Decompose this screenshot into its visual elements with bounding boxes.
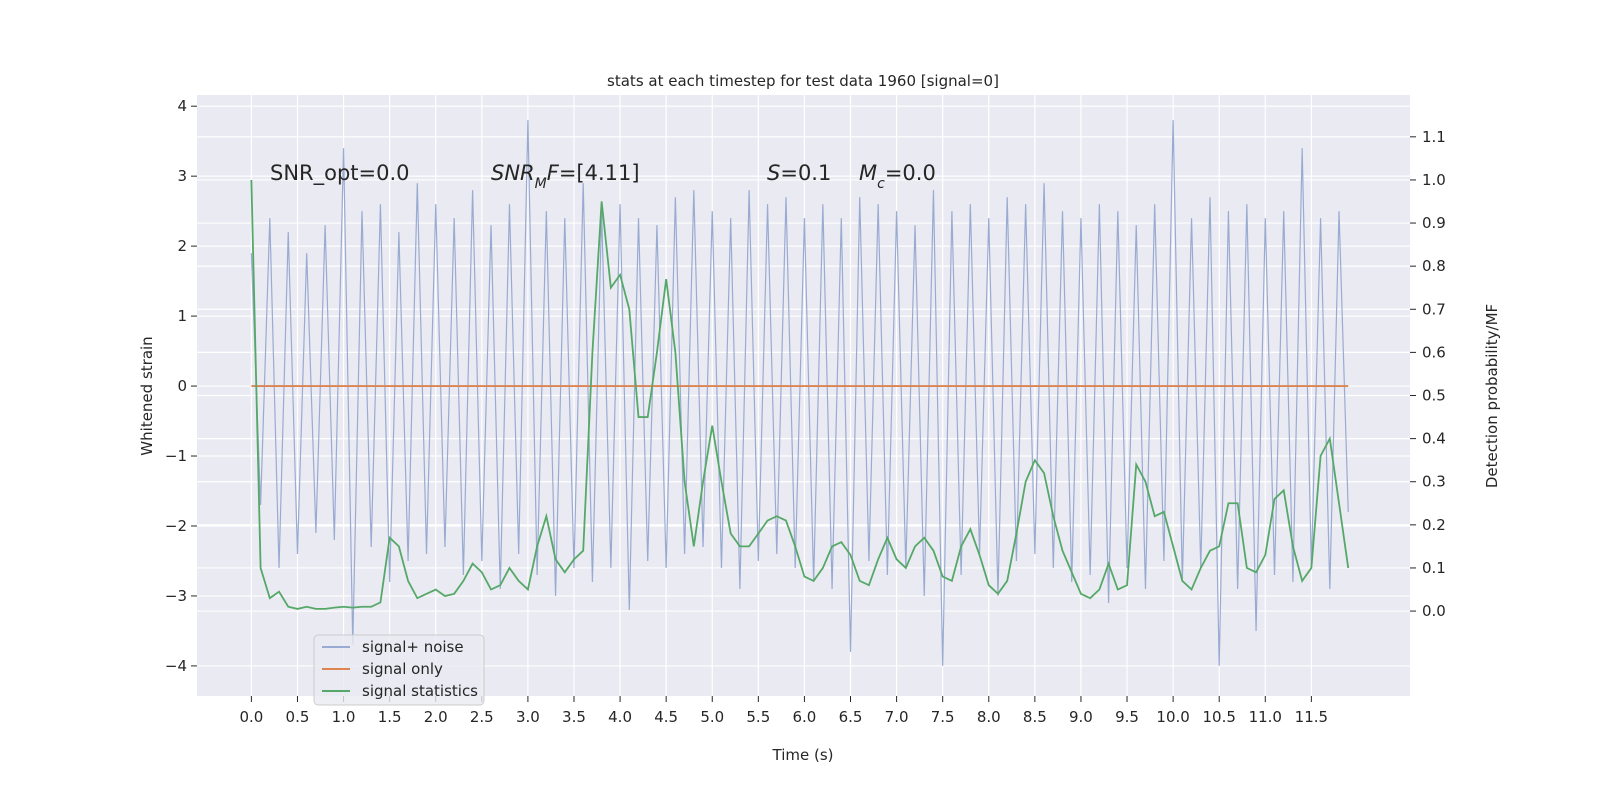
- annotation-part: =[4.11]: [559, 161, 640, 185]
- y-tick-label: 4: [177, 97, 187, 115]
- y-tick-label: 3: [177, 167, 187, 185]
- x-tick-label: 11.5: [1295, 708, 1328, 726]
- x-tick-label: 3.0: [516, 708, 540, 726]
- y-tick-label: 1: [177, 307, 187, 325]
- x-tick-label: 0.0: [239, 708, 263, 726]
- x-axis-label: Time (s): [772, 746, 834, 764]
- y-tick-label: −1: [165, 447, 187, 465]
- y2-tick-label: 0.5: [1422, 387, 1446, 405]
- annotation-part: SNR_opt=0.0: [270, 161, 410, 186]
- x-tick-label: 1.0: [332, 708, 356, 726]
- x-tick-label: 2.5: [470, 708, 494, 726]
- annotation: SNRMF=[4.11]: [491, 161, 640, 192]
- annotation: Mc=0.0: [859, 161, 936, 192]
- annotation-part: SNR: [491, 161, 535, 185]
- annotation-part: =0.1: [780, 161, 831, 185]
- annotation-part: F: [547, 161, 560, 185]
- annotation: S=0.1: [767, 161, 831, 185]
- x-tick-label: 11.0: [1249, 708, 1282, 726]
- x-tick-label: 5.0: [700, 708, 724, 726]
- x-tick-label: 7.0: [885, 708, 909, 726]
- x-tick-label: 2.0: [424, 708, 448, 726]
- y2-tick-label: 0.0: [1422, 602, 1446, 620]
- x-tick-label: 4.5: [654, 708, 678, 726]
- y-tick-label: −3: [165, 587, 187, 605]
- legend-box: [313, 634, 485, 706]
- x-tick-label: 9.0: [1069, 708, 1093, 726]
- series-line: [250, 179, 1350, 610]
- y-axis-label: Whitened strain: [138, 336, 156, 455]
- x-tick-label: 1.5: [378, 708, 402, 726]
- x-tick-label: 4.0: [608, 708, 632, 726]
- y2-tick-label: 0.2: [1422, 516, 1446, 534]
- x-tick-label: 6.0: [792, 708, 816, 726]
- annotation-part: M: [859, 161, 877, 185]
- y2-tick-label: 1.0: [1422, 171, 1446, 189]
- y2-tick-label: 1.1: [1422, 128, 1446, 146]
- y2-tick-label: 0.9: [1422, 214, 1446, 232]
- y2-tick-label: 0.3: [1422, 473, 1446, 491]
- x-tick-label: 5.5: [746, 708, 770, 726]
- x-tick-label: 10.0: [1156, 708, 1189, 726]
- y2-axis-label: Detection probability/MF: [1483, 304, 1501, 488]
- y2-tick-label: 0.4: [1422, 430, 1446, 448]
- annotation-part: M: [535, 176, 547, 192]
- x-tick-label: 3.5: [562, 708, 586, 726]
- x-tick-label: 6.5: [839, 708, 863, 726]
- x-tick-label: 10.5: [1202, 708, 1235, 726]
- x-tick-label: 8.5: [1023, 708, 1047, 726]
- y-tick-label: 2: [177, 237, 187, 255]
- x-tick-label: 9.5: [1115, 708, 1139, 726]
- annotation: SNR_opt=0.0: [270, 161, 410, 186]
- series-line: [250, 120, 1349, 666]
- y2-tick-label: 0.7: [1422, 300, 1446, 318]
- x-tick-label: 0.5: [286, 708, 310, 726]
- annotation-part: S: [767, 161, 780, 185]
- x-tick-label: 8.0: [977, 708, 1001, 726]
- annotation-part: c: [877, 176, 885, 192]
- y2-tick-label: 0.6: [1422, 343, 1446, 361]
- chart-title: stats at each timestep for test data 196…: [607, 72, 999, 90]
- legend-label: signal statistics: [362, 682, 478, 700]
- y2-tick-label: 0.8: [1422, 257, 1446, 275]
- legend-label: signal only: [362, 660, 443, 678]
- annotation-part: =0.0: [885, 161, 936, 185]
- y-tick-label: −2: [165, 517, 187, 535]
- legend-label: signal+ noise: [362, 638, 464, 656]
- y-tick-label: 0: [177, 377, 187, 395]
- y-tick-label: −4: [165, 657, 187, 675]
- y2-tick-label: 0.1: [1422, 559, 1446, 577]
- x-tick-label: 7.5: [931, 708, 955, 726]
